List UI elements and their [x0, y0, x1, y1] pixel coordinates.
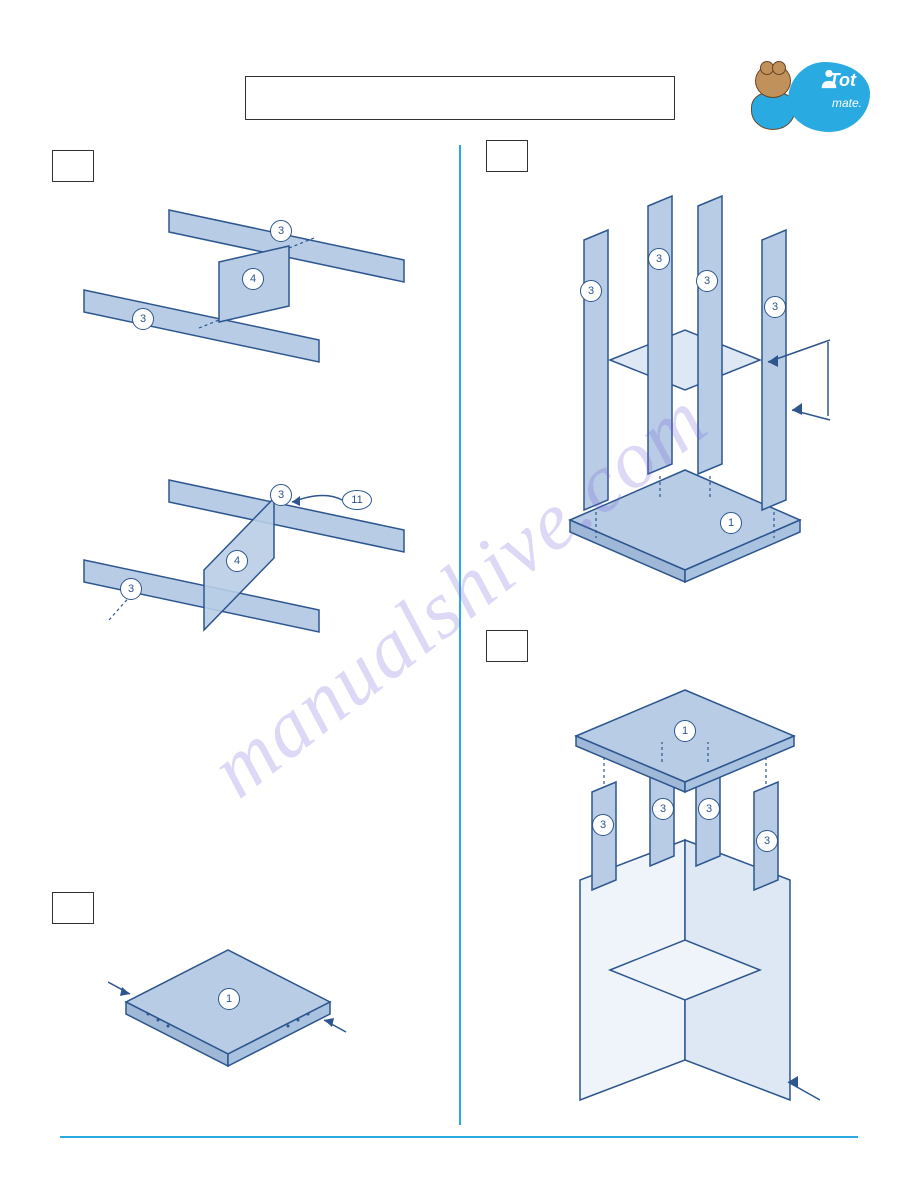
part-callout-3: 3 [120, 578, 142, 600]
part-callout-1: 1 [674, 720, 696, 742]
part-callout-4: 4 [242, 268, 264, 290]
step-box-1 [52, 150, 94, 182]
column-divider [459, 145, 461, 1125]
part-callout-3: 3 [132, 308, 154, 330]
diagram-step1b: 3 3 4 11 [74, 470, 414, 690]
bottom-rule [60, 1136, 858, 1138]
logo-brand-text: Tot [829, 70, 856, 91]
diagram-step2: 1 [108, 940, 348, 1080]
part-callout-3: 3 [696, 270, 718, 292]
part-callout-11: 11 [342, 490, 372, 510]
part-callout-3: 3 [270, 484, 292, 506]
part-callout-3: 3 [756, 830, 778, 852]
part-callout-1: 1 [720, 512, 742, 534]
diagram-step1a: 3 3 4 [74, 200, 414, 420]
part-callout-1: 1 [218, 988, 240, 1010]
step-box-3 [486, 140, 528, 172]
title-box [245, 76, 675, 120]
logo-sub-text: mate. [832, 96, 862, 110]
part-callout-3: 3 [580, 280, 602, 302]
part-callout-3: 3 [698, 798, 720, 820]
part-callout-3: 3 [764, 296, 786, 318]
step-box-4 [486, 630, 528, 662]
part-callout-3: 3 [270, 220, 292, 242]
part-callout-3: 3 [648, 248, 670, 270]
diagram-step4: 1 3 3 3 3 [520, 680, 850, 1120]
diagram-step3: 1 3 3 3 3 [520, 190, 850, 600]
step-box-2 [52, 892, 94, 924]
part-callout-4: 4 [226, 550, 248, 572]
part-callout-3: 3 [592, 814, 614, 836]
brand-logo: Tot mate. [745, 40, 870, 140]
page: Tot mate. 3 3 4 [0, 0, 918, 1188]
part-callout-3: 3 [652, 798, 674, 820]
